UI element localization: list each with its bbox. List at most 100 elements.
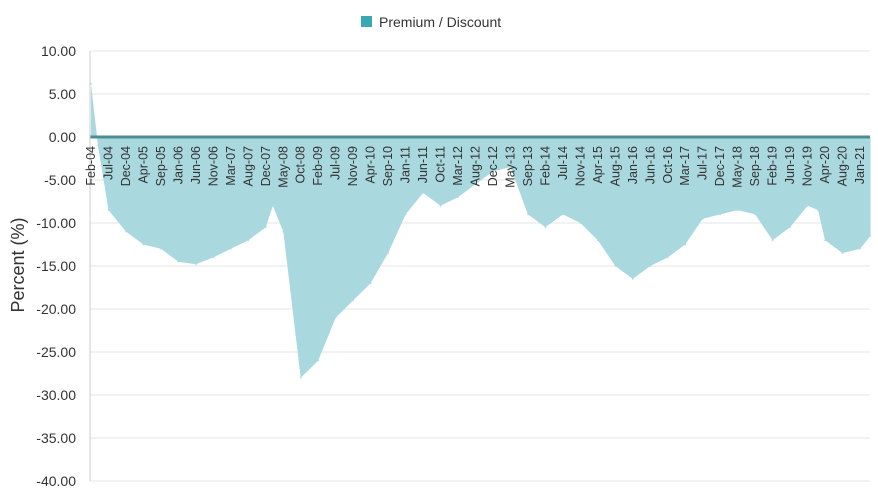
x-tick-label: Nov-19 — [801, 146, 815, 186]
x-tick-label: Nov-14 — [573, 146, 587, 186]
x-tick-label: Oct-11 — [434, 146, 448, 183]
x-tick-label: Sep-13 — [521, 146, 535, 186]
x-tick-label: Feb-04 — [84, 146, 98, 186]
data-point[interactable] — [509, 166, 512, 168]
data-point[interactable] — [334, 316, 337, 319]
y-tick-label: -30.00 — [36, 387, 76, 403]
data-point[interactable] — [457, 196, 459, 198]
data-point[interactable] — [771, 239, 774, 241]
x-tick-label: Mar-17 — [678, 146, 692, 186]
x-tick-label: Jun-16 — [643, 146, 657, 184]
x-tick-label: Jul-04 — [101, 146, 115, 180]
x-tick-label: Dec-17 — [713, 146, 727, 186]
gridlines — [90, 50, 870, 482]
x-tick-label: Apr-10 — [364, 146, 378, 184]
y-tick-label: -5.00 — [44, 172, 76, 188]
data-point[interactable] — [789, 226, 791, 229]
x-tick-label: Feb-09 — [311, 146, 325, 186]
x-tick-label: Sep-18 — [748, 146, 762, 186]
data-point[interactable] — [422, 192, 424, 194]
x-tick-label: Jul-09 — [329, 146, 343, 180]
data-point[interactable] — [177, 260, 180, 263]
x-tick-label: Dec-04 — [119, 146, 133, 186]
data-point[interactable] — [701, 217, 704, 220]
x-tick-label: Jan-21 — [853, 146, 867, 184]
x-tick-label: Jan-11 — [399, 146, 413, 183]
data-point[interactable] — [369, 282, 372, 285]
y-tick-label: -20.00 — [36, 301, 76, 317]
x-tick-label: Oct-08 — [294, 146, 308, 184]
x-tick-label: Apr-20 — [818, 146, 832, 184]
data-point[interactable] — [352, 299, 355, 302]
x-tick-label: Aug-15 — [608, 146, 622, 186]
x-tick-label: Mar-07 — [224, 146, 238, 186]
x-tick-label: Aug-20 — [836, 146, 850, 186]
data-point[interactable] — [439, 205, 442, 207]
y-tick-label: 10.00 — [41, 43, 76, 59]
legend-label: Premium / Discount — [379, 14, 501, 30]
x-tick-label: Feb-14 — [538, 146, 552, 186]
x-tick-label: Jun-06 — [189, 146, 203, 184]
data-point[interactable] — [404, 213, 407, 216]
data-point[interactable] — [299, 377, 302, 379]
premium-discount-area[interactable] — [91, 83, 871, 378]
x-tick-label: Apr-05 — [136, 146, 150, 184]
data-point[interactable] — [125, 230, 127, 233]
x-tick-label: Jul-17 — [696, 146, 710, 180]
data-point[interactable] — [684, 243, 686, 246]
data-point[interactable] — [579, 222, 582, 224]
data-point[interactable] — [719, 213, 721, 216]
x-tick-label: Oct-16 — [661, 146, 675, 184]
x-tick-label: Dec-12 — [486, 146, 500, 186]
data-point[interactable] — [265, 226, 267, 229]
x-tick-label: Dec-07 — [259, 146, 273, 186]
data-point[interactable] — [492, 170, 494, 173]
data-point[interactable] — [160, 248, 162, 250]
data-point[interactable] — [247, 239, 250, 241]
data-point[interactable] — [474, 183, 477, 186]
data-point[interactable] — [107, 209, 110, 211]
legend-swatch — [361, 16, 372, 27]
x-tick-label: May-08 — [276, 146, 290, 188]
data-point[interactable] — [90, 82, 92, 85]
data-point[interactable] — [649, 265, 652, 267]
y-tick-label: -25.00 — [36, 344, 76, 360]
data-point[interactable] — [597, 239, 599, 241]
data-point[interactable] — [544, 226, 547, 229]
data-point[interactable] — [841, 252, 844, 254]
data-point[interactable] — [230, 248, 232, 250]
legend[interactable]: Premium / Discount — [361, 14, 501, 30]
data-point[interactable] — [817, 209, 819, 211]
data-point[interactable] — [869, 235, 872, 237]
y-axis-label: Percent (%) — [8, 217, 28, 312]
data-point[interactable] — [317, 359, 320, 362]
data-point[interactable] — [195, 263, 197, 266]
y-tick-label: 5.00 — [49, 86, 76, 102]
x-tick-label: Jan-16 — [626, 146, 640, 184]
data-point[interactable] — [667, 256, 669, 259]
y-tick-label: -40.00 — [36, 473, 76, 489]
data-point[interactable] — [562, 213, 564, 216]
data-point[interactable] — [736, 209, 739, 211]
data-point[interactable] — [97, 144, 99, 147]
x-tick-label: Sep-10 — [381, 146, 395, 186]
x-tick-label: May-18 — [731, 146, 745, 188]
data-point[interactable] — [859, 248, 861, 250]
data-point[interactable] — [212, 256, 215, 259]
y-tick-label: 0.00 — [49, 129, 76, 145]
x-tick-labels: Feb-04 Jul-04 Dec-04 Apr-05 Sep-05 Jan-06 Jun-… — [84, 146, 867, 188]
data-point[interactable] — [272, 205, 274, 207]
data-point[interactable] — [754, 213, 756, 216]
data-point[interactable] — [387, 252, 389, 254]
data-point[interactable] — [527, 213, 529, 216]
data-point[interactable] — [282, 230, 285, 233]
data-point[interactable] — [142, 243, 145, 246]
series-area — [90, 82, 872, 379]
x-tick-label: Aug-12 — [469, 146, 483, 186]
data-point[interactable] — [614, 265, 617, 267]
data-point[interactable] — [824, 239, 826, 241]
data-point[interactable] — [632, 278, 634, 280]
data-point[interactable] — [806, 205, 809, 207]
x-tick-label: Nov-09 — [346, 146, 360, 186]
